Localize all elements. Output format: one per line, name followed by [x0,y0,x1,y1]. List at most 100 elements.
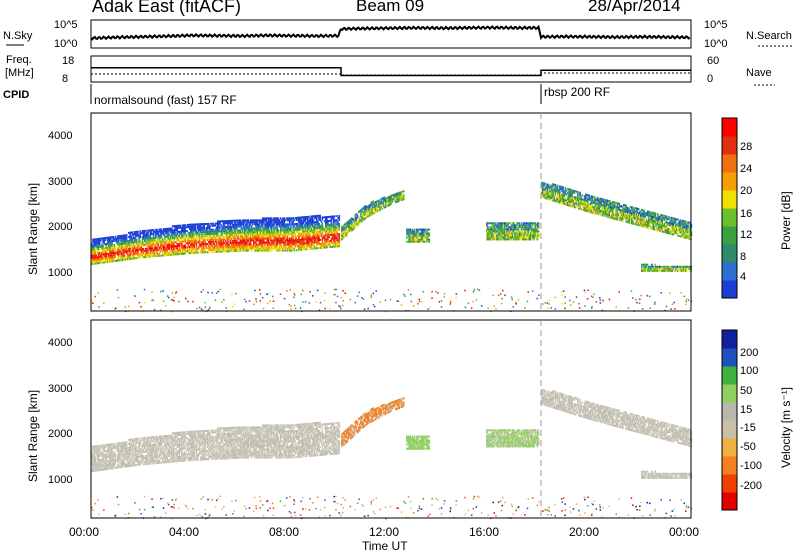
power-scatter-cell [128,248,130,250]
power-scatter-cell [292,219,294,222]
velocity-scatter-cell [103,448,105,451]
power-scatter-cell [110,260,112,263]
velocity-scatter-cell [109,443,111,446]
power-scatter-cell [242,237,245,240]
power-scatter-cell [247,227,249,230]
velocity-scatter-cell [247,432,249,435]
power-scatter-cell [276,237,279,240]
velocity-scatter-cell [172,444,174,447]
power-scatter-cell [287,229,290,232]
velocity-scatter-cell [109,455,111,458]
power-scatter-cell [174,227,176,230]
velocity-scatter-cell [258,448,261,451]
velocity-scatter-cell [221,433,224,436]
power-scatter-cell [206,233,209,235]
velocity-scatter-cell [283,442,285,445]
power-scatter-cell [133,245,136,248]
velocity-scatter-cell [277,426,280,429]
velocity-scatter-cell [240,434,243,437]
velocity-scatter-cell [292,450,294,453]
power-scatter-cell [176,245,179,248]
power-scatter-cell [164,254,166,257]
velocity-scatter-cell [150,446,153,449]
power-scatter-cell [190,233,192,236]
velocity-scatter-cell [97,467,100,470]
power-scatter-cell [233,247,236,250]
velocity-scatter-cell [278,450,281,453]
velocity-scatter-cell [266,456,269,459]
power-scatter-cell [112,256,114,259]
power-scatter-cell [174,249,176,252]
power-scatter-cell [204,229,207,232]
velocity-scatter-cell [154,450,156,453]
velocity-scatter-cell [267,450,270,453]
velocity-scatter-cell [222,449,225,452]
power-scatter-cell [255,229,257,232]
velocity-scatter-cell [280,432,282,435]
power-scatter-cell [238,225,240,228]
power-scatter-cell [192,231,194,234]
velocity-scatter-cell [150,452,153,455]
power-scatter-cell [122,248,125,251]
power-scatter-cell [291,233,293,236]
velocity-scatter-cell [287,452,290,455]
power-scatter-cell [220,238,222,241]
velocity-scatter-cell [201,458,203,461]
power-scatter-cell [161,238,164,241]
power-scatter-cell [253,219,255,222]
velocity-scatter-cell [267,428,270,431]
velocity-scatter-cell [111,457,113,460]
power-scatter-cell [166,227,168,230]
velocity-scatter-cell [217,441,219,444]
power-scatter-cell [269,221,272,224]
power-scatter-cell [271,229,273,232]
velocity-scatter-cell [195,430,198,433]
power-scatter-cell [116,237,119,240]
power-scatter-cell [262,231,264,234]
velocity-scatter-cell [151,458,154,461]
velocity-scatter-cell [250,454,253,457]
velocity-scatter-cell [159,461,162,464]
power-scatter-cell [268,225,271,228]
velocity-scatter-cell [289,454,291,457]
power-scatter-cell [232,223,235,226]
power-scatter-cell [151,247,154,250]
power-scatter-cell [141,236,144,239]
power-scatter-cell [150,251,153,254]
velocity-scatter-cell [168,440,171,443]
power-scatter-cell [170,243,173,246]
power-scatter-cell [150,239,153,242]
velocity-scatter-cell [150,448,153,451]
power-scatter-cell [194,225,197,228]
power-scatter-cell [271,227,273,230]
power-scatter-cell [313,227,316,230]
velocity-scatter-cell [222,451,225,454]
velocity-scatter-cell [191,434,193,437]
velocity-scatter-cell [154,446,156,449]
velocity-scatter-cell [98,454,101,457]
velocity-scatter-cell [124,449,127,452]
power-scatter-cell [156,240,158,243]
power-scatter-cell [114,251,117,254]
velocity-scatter-cell [201,430,203,433]
velocity-scatter-cell [246,450,248,453]
velocity-scatter-cell [293,432,296,435]
power-scatter-cell [282,235,284,238]
velocity-scatter-cell [247,456,249,459]
power-scatter-cell [267,225,270,228]
power-scatter-cell [100,255,102,258]
power-scatter-cell [156,242,158,245]
velocity-scatter-cell [150,458,153,461]
power-scatter-cell [196,251,199,254]
velocity-scatter-cell [269,432,272,435]
power-scatter-cell [184,250,186,253]
power-scatter-cell [110,250,112,253]
velocity-scatter-cell [290,426,292,429]
power-scatter-cell [147,255,149,258]
velocity-scatter-cell [310,436,312,439]
power-scatter-cell [219,226,221,229]
velocity-scatter-cell [240,448,243,451]
velocity-scatter-cell [211,447,213,450]
power-scatter-cell [289,219,291,222]
velocity-scatter-cell [97,461,100,464]
